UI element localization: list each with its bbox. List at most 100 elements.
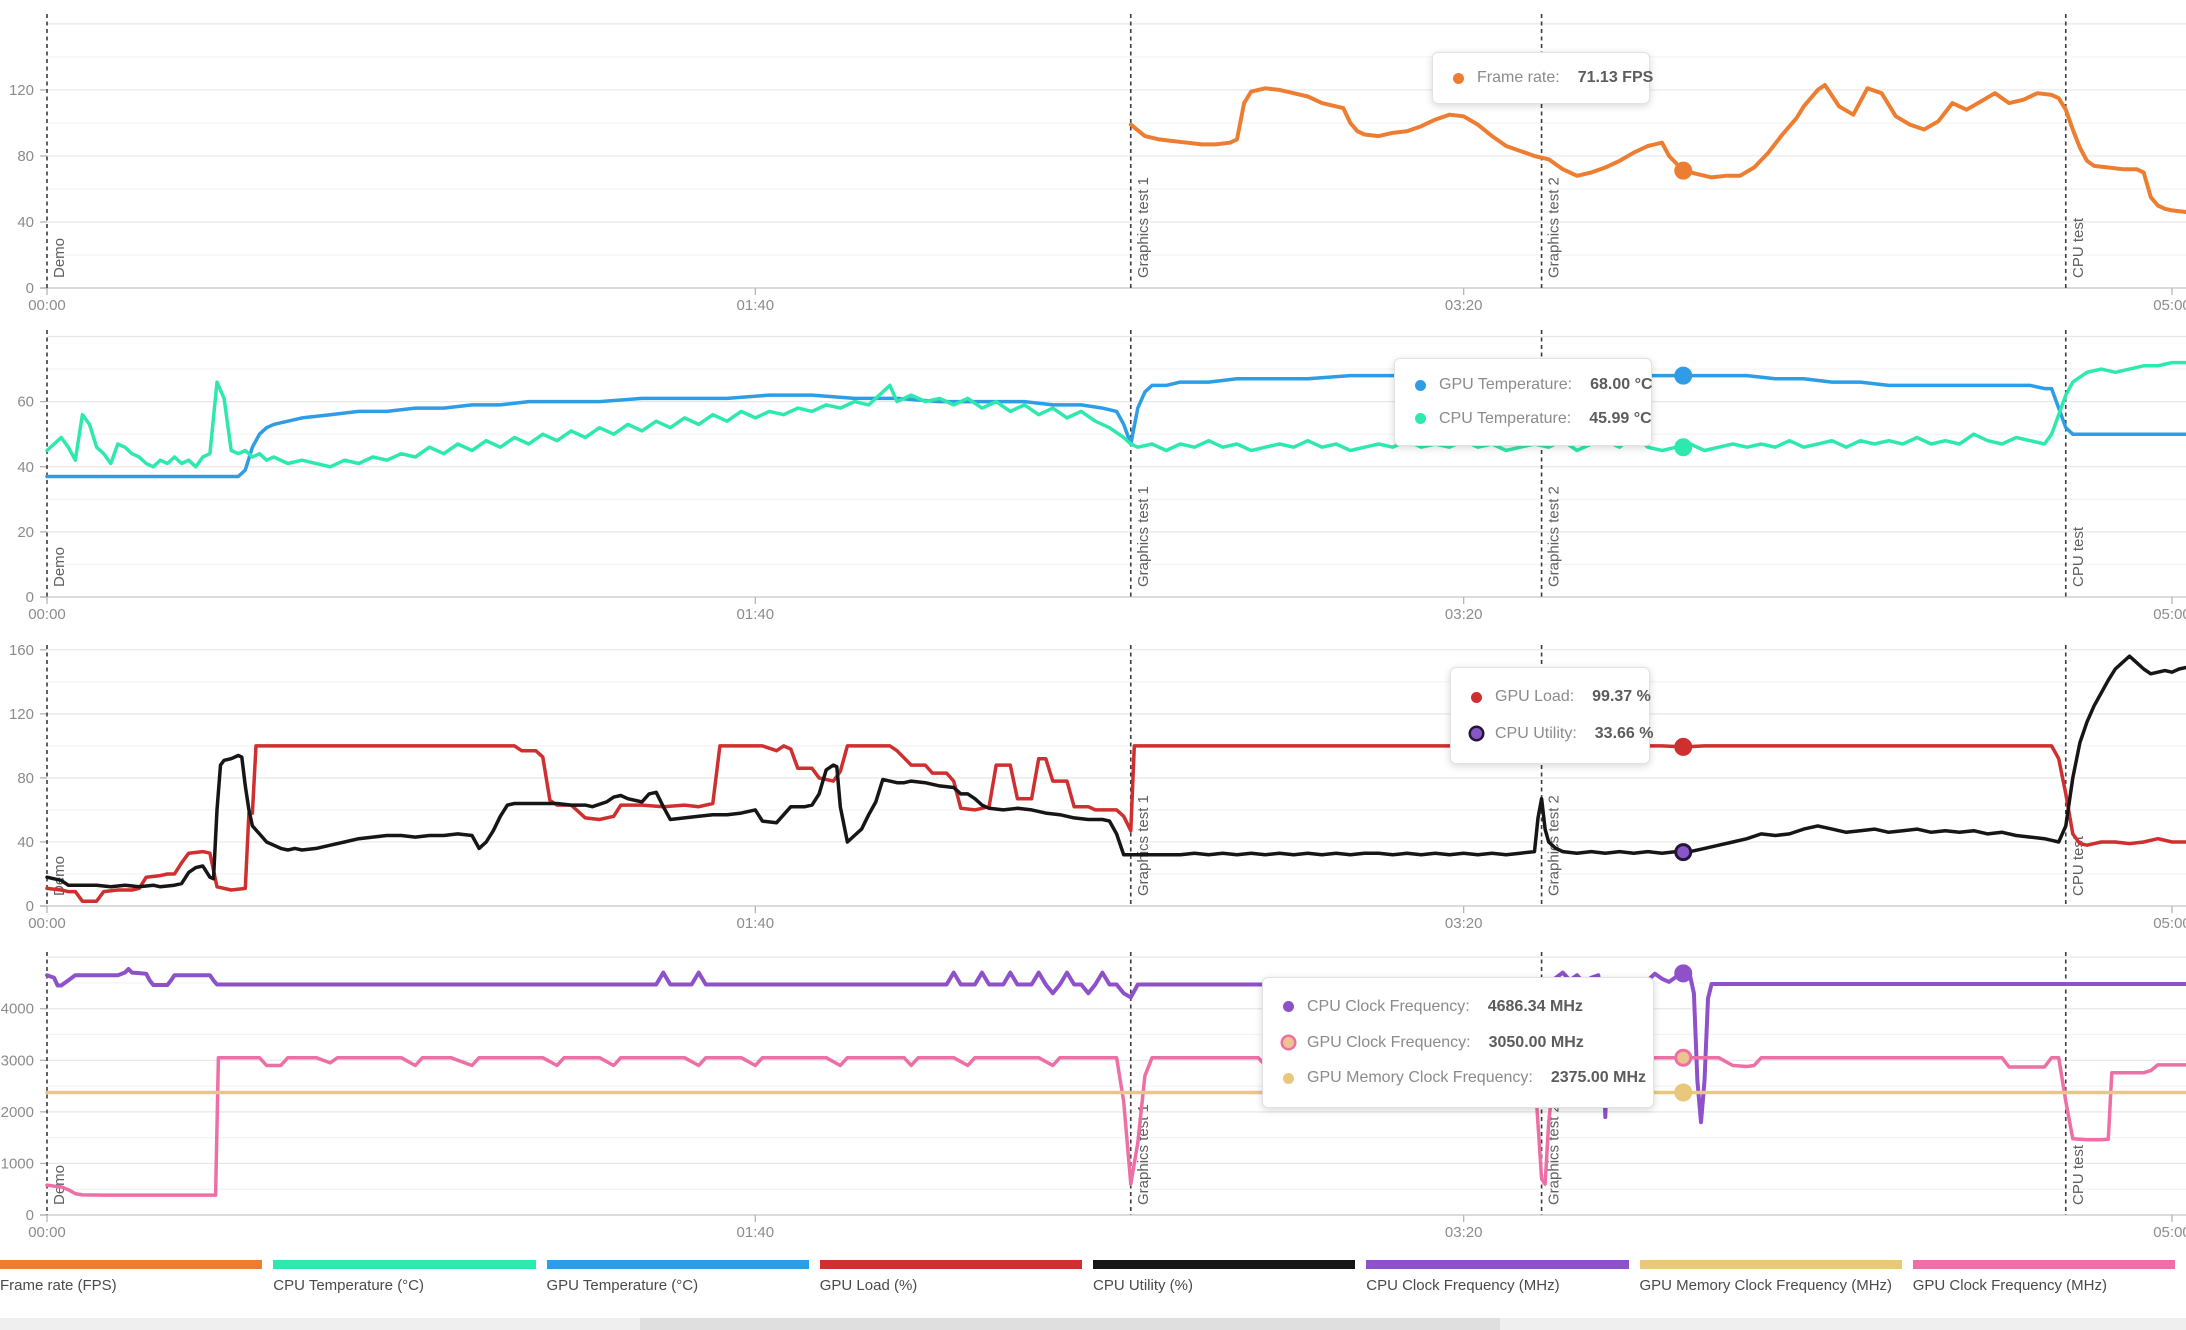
highlighted-data-point[interactable] xyxy=(1674,438,1693,457)
series-line-gpu-load xyxy=(45,744,2186,903)
x-tick-label: 00:00 xyxy=(28,915,66,932)
x-tick-label: 01:40 xyxy=(737,606,775,623)
x-tick-label: 03:20 xyxy=(1445,1224,1483,1241)
highlighted-data-point[interactable] xyxy=(1674,1083,1693,1102)
cpu-utility-series-dot-icon xyxy=(1471,728,1482,740)
legend-item-frame-rate-fps[interactable]: Frame rate (FPS) xyxy=(0,1260,273,1294)
phase-marker-label: CPU test xyxy=(2070,835,2087,896)
legend-color-bar xyxy=(1639,1260,1902,1269)
tooltip-load: GPU Load: 99.37 % CPU Utility: 33.66 % xyxy=(1450,667,1654,764)
tooltip-value: 33.66 % xyxy=(1594,724,1654,742)
chart-2[interactable]: 0 20 40 60 00:00 01:40 03:20 05:00 Demo Graphics … xyxy=(17,330,2186,623)
gpu-memory-clock-series-dot-icon xyxy=(1283,1072,1294,1084)
tooltip-row: GPU Clock Frequency: 3050.00 MHz xyxy=(1283,1034,1633,1052)
gpu-temperature-series-dot-icon xyxy=(1415,379,1426,391)
legend-item-cpu-clock-frequency-mhz[interactable]: CPU Clock Frequency (MHz) xyxy=(1366,1260,1639,1294)
y-tick-label: 120 xyxy=(9,82,34,99)
x-tick-label: 00:00 xyxy=(28,1224,66,1241)
tooltip-row: GPU Temperature: 68.00 °C xyxy=(1415,376,1653,394)
legend-item-gpu-temperature-c[interactable]: GPU Temperature (°C) xyxy=(546,1260,820,1294)
y-tick-label: 80 xyxy=(17,770,34,787)
chart-4[interactable]: 0100020003000400000:0001:4003:2005:00Dem… xyxy=(1,952,2186,1241)
gpu-clock-series-dot-icon xyxy=(1283,1037,1294,1048)
charts-canvas[interactable]: 0 40 80 120 00:00 01:40 03:20 05:00 Demo Graphics… xyxy=(0,0,2186,1258)
series-line-cpu-temperature-c xyxy=(45,360,2186,469)
x-tick-label: 00:00 xyxy=(28,297,66,314)
scrollbar-thumb[interactable] xyxy=(640,1318,1500,1330)
tooltip-label: CPU Temperature: xyxy=(1439,409,1572,427)
cpu-clock-series-dot-icon xyxy=(1283,1001,1294,1013)
y-tick-label: 0 xyxy=(26,898,34,915)
series-line-frame-rate-fps xyxy=(1128,83,2186,215)
phase-marker-label: Graphics test 2 xyxy=(1546,177,1563,278)
y-tick-label: 60 xyxy=(17,394,34,411)
legend-label: GPU Load (%) xyxy=(819,1277,918,1294)
phase-marker-label: CPU test xyxy=(2070,1144,2087,1205)
legend-color-bar xyxy=(1093,1260,1356,1269)
chart-legend: Frame rate (FPS) CPU Temperature (°C) GPU … xyxy=(0,1260,2186,1294)
gpu-load-series-dot-icon xyxy=(1471,691,1482,703)
legend-item-gpu-clock-frequency-mhz[interactable]: GPU Clock Frequency (MHz) xyxy=(1912,1260,2186,1294)
legend-label: Frame rate (FPS) xyxy=(0,1277,117,1294)
tooltip-temperatures: GPU Temperature: 68.00 °C CPU Temperatur… xyxy=(1394,358,1653,446)
tooltip-row: CPU Clock Frequency: 4686.34 MHz xyxy=(1283,998,1633,1016)
legend-label: CPU Clock Frequency (MHz) xyxy=(1366,1277,1560,1294)
tooltip-value: 2375.00 MHz xyxy=(1550,1069,1647,1087)
tooltip-clock-frequencies: CPU Clock Frequency: 4686.34 MHz GPU Clo… xyxy=(1262,977,1654,1108)
x-tick-label: 03:20 xyxy=(1445,606,1483,623)
legend-color-bar xyxy=(273,1260,536,1269)
highlighted-data-point[interactable] xyxy=(1674,1048,1693,1067)
x-tick-label: 01:40 xyxy=(737,297,775,314)
y-tick-label: 0 xyxy=(26,1207,34,1224)
tooltip-row: GPU Memory Clock Frequency: 2375.00 MHz xyxy=(1283,1069,1646,1087)
x-tick-label: 05:00 xyxy=(2153,1224,2186,1241)
chart-1[interactable]: 0 40 80 120 00:00 01:40 03:20 05:00 Demo Graphics… xyxy=(9,14,2186,314)
y-tick-label: 40 xyxy=(17,214,34,231)
series-line-cpu-utility xyxy=(45,654,2186,889)
tooltip-row: GPU Load: 99.37 % xyxy=(1471,688,1651,706)
tooltip-row: CPU Utility: 33.66 % xyxy=(1471,724,1654,743)
highlighted-data-point[interactable] xyxy=(1674,366,1693,385)
legend-label: CPU Temperature (°C) xyxy=(273,1277,425,1294)
legend-item-gpu-load[interactable]: GPU Load (%) xyxy=(819,1260,1093,1294)
tooltip-value: 71.13 FPS xyxy=(1577,69,1654,86)
y-tick-label: 0 xyxy=(26,589,34,606)
x-tick-label: 01:40 xyxy=(737,915,775,932)
tooltip-value: 3050.00 MHz xyxy=(1488,1033,1584,1051)
highlighted-data-point[interactable] xyxy=(1674,964,1693,983)
tooltip-label: CPU Utility: xyxy=(1495,724,1577,742)
x-tick-label: 03:20 xyxy=(1445,297,1483,314)
legend-item-gpu-memory-clock-frequency-mhz[interactable]: GPU Memory Clock Frequency (MHz) xyxy=(1639,1260,1913,1294)
tooltip-label: GPU Temperature: xyxy=(1439,376,1573,394)
phase-marker-label: Graphics test 1 xyxy=(1135,795,1152,896)
y-tick-label: 40 xyxy=(17,834,34,851)
tooltip-value: 45.99 °C xyxy=(1589,409,1652,427)
x-tick-label: 03:20 xyxy=(1445,915,1483,932)
x-tick-label: 05:00 xyxy=(2153,297,2186,314)
highlighted-data-point[interactable] xyxy=(1674,737,1693,756)
phase-marker-label: Demo xyxy=(51,856,68,896)
y-tick-label: 2000 xyxy=(1,1104,34,1121)
phase-marker-label: CPU test xyxy=(2070,526,2087,587)
legend-label: GPU Memory Clock Frequency (MHz) xyxy=(1639,1277,1893,1294)
y-tick-label: 1000 xyxy=(1,1155,34,1172)
tooltip-frame-rate: Frame rate: 71.13 FPS xyxy=(1432,52,1653,104)
legend-color-bar xyxy=(546,1260,809,1269)
x-tick-label: 01:40 xyxy=(737,1224,775,1241)
legend-color-bar xyxy=(1366,1260,1629,1269)
horizontal-scrollbar[interactable] xyxy=(0,1318,2186,1330)
legend-item-cpu-utility[interactable]: CPU Utility (%) xyxy=(1093,1260,1366,1294)
legend-item-cpu-temperature-c[interactable]: CPU Temperature (°C) xyxy=(273,1260,546,1294)
phase-marker-label: Graphics test 1 xyxy=(1135,177,1152,278)
tooltip-label: GPU Memory Clock Frequency: xyxy=(1307,1069,1533,1087)
chart-3[interactable]: 0 40 80 120 160 00:00 01:40 03:20 05:00 Demo Graph… xyxy=(9,642,2186,932)
phase-marker-label: CPU test xyxy=(2070,217,2087,278)
y-tick-label: 3000 xyxy=(1,1052,34,1069)
y-tick-label: 120 xyxy=(9,706,34,723)
highlighted-data-point[interactable] xyxy=(1674,161,1693,180)
highlighted-data-point[interactable] xyxy=(1674,843,1693,862)
y-tick-label: 0 xyxy=(26,280,34,297)
phase-marker-label: Demo xyxy=(51,238,68,278)
tooltip-value: 68.00 °C xyxy=(1590,376,1653,394)
